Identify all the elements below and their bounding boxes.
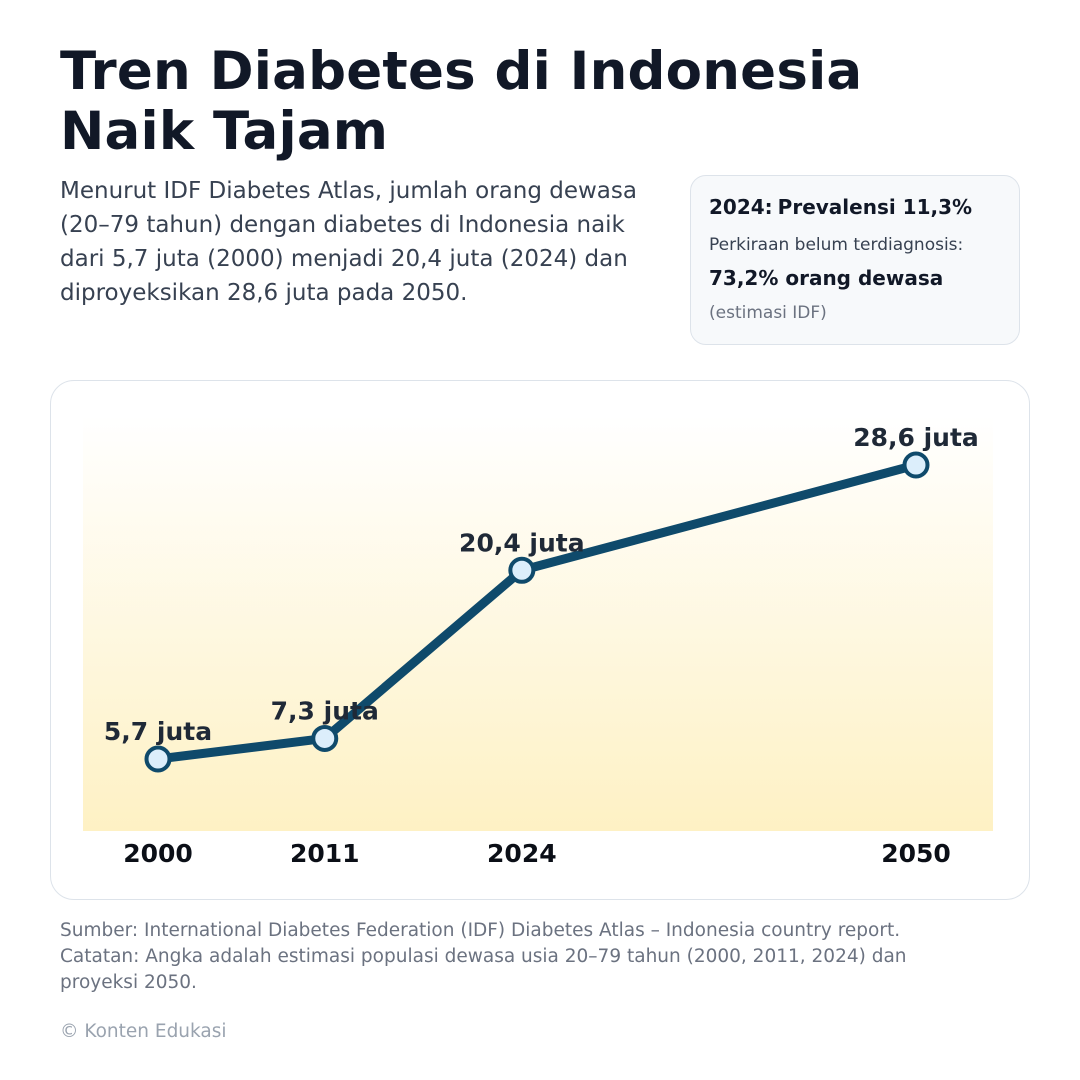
- x-axis-ticks: 2000 2011 2024 2050: [123, 839, 951, 868]
- footnote-note-cont: proyeksi 2050.: [60, 972, 197, 993]
- x-tick-label-2050: 2050: [881, 839, 951, 868]
- data-point-2050: [902, 451, 930, 479]
- data-label-2050: 28,6 juta: [853, 423, 979, 452]
- lead-paragraph: Menurut IDF Diabetes Atlas, jumlah orang…: [60, 178, 637, 306]
- chart-card: 5,7 juta 7,3 juta 20,4 juta 28,6 juta 2000 2…: [50, 380, 1030, 900]
- footnote-source: Sumber: International Diabetes Federatio…: [60, 920, 901, 941]
- prevalence-stat-box: 2024: Prevalensi 11,3% Perkiraan belum te…: [690, 175, 1020, 345]
- data-label-2024: 20,4 juta: [459, 528, 585, 557]
- page-title-line-2: Naik Tajam: [60, 101, 389, 162]
- x-tick-label-2000: 2000: [123, 839, 193, 868]
- data-label-2000: 5,7 juta: [104, 717, 212, 746]
- series-layer: [144, 451, 930, 773]
- x-tick-label-2024: 2024: [487, 839, 557, 868]
- x-tick-label-2011: 2011: [290, 839, 360, 868]
- data-point-2024: [508, 556, 536, 584]
- stat-undiagnosed-value: 73,2% orang dewasa: [709, 266, 944, 290]
- label-layer: 5,7 juta 7,3 juta 20,4 juta 28,6 juta: [104, 423, 979, 746]
- page-title: Tren Diabetes di Indonesia Naik Tajam: [60, 42, 1020, 162]
- footnote-note: Catatan: Angka adalah estimasi populasi …: [60, 946, 907, 967]
- series-line: [153, 460, 921, 764]
- stat-note: (estimasi IDF): [709, 303, 827, 323]
- page-title-line-1: Tren Diabetes di Indonesia: [60, 41, 863, 102]
- stat-undiagnosed-label: Perkiraan belum terdiagnosis:: [709, 235, 964, 255]
- copyright-text: © Konten Edukasi: [60, 1021, 227, 1042]
- stat-year: 2024:: [709, 195, 773, 219]
- data-label-2011: 7,3 juta: [271, 696, 379, 725]
- stat-prevalence: Prevalensi 11,3%: [777, 195, 973, 219]
- stat-headline: 2024: Prevalensi 11,3%: [709, 194, 1019, 220]
- data-point-2011: [311, 724, 339, 752]
- data-point-2000: [144, 745, 172, 773]
- source-footnote: Sumber: International Diabetes Federatio…: [60, 918, 1020, 996]
